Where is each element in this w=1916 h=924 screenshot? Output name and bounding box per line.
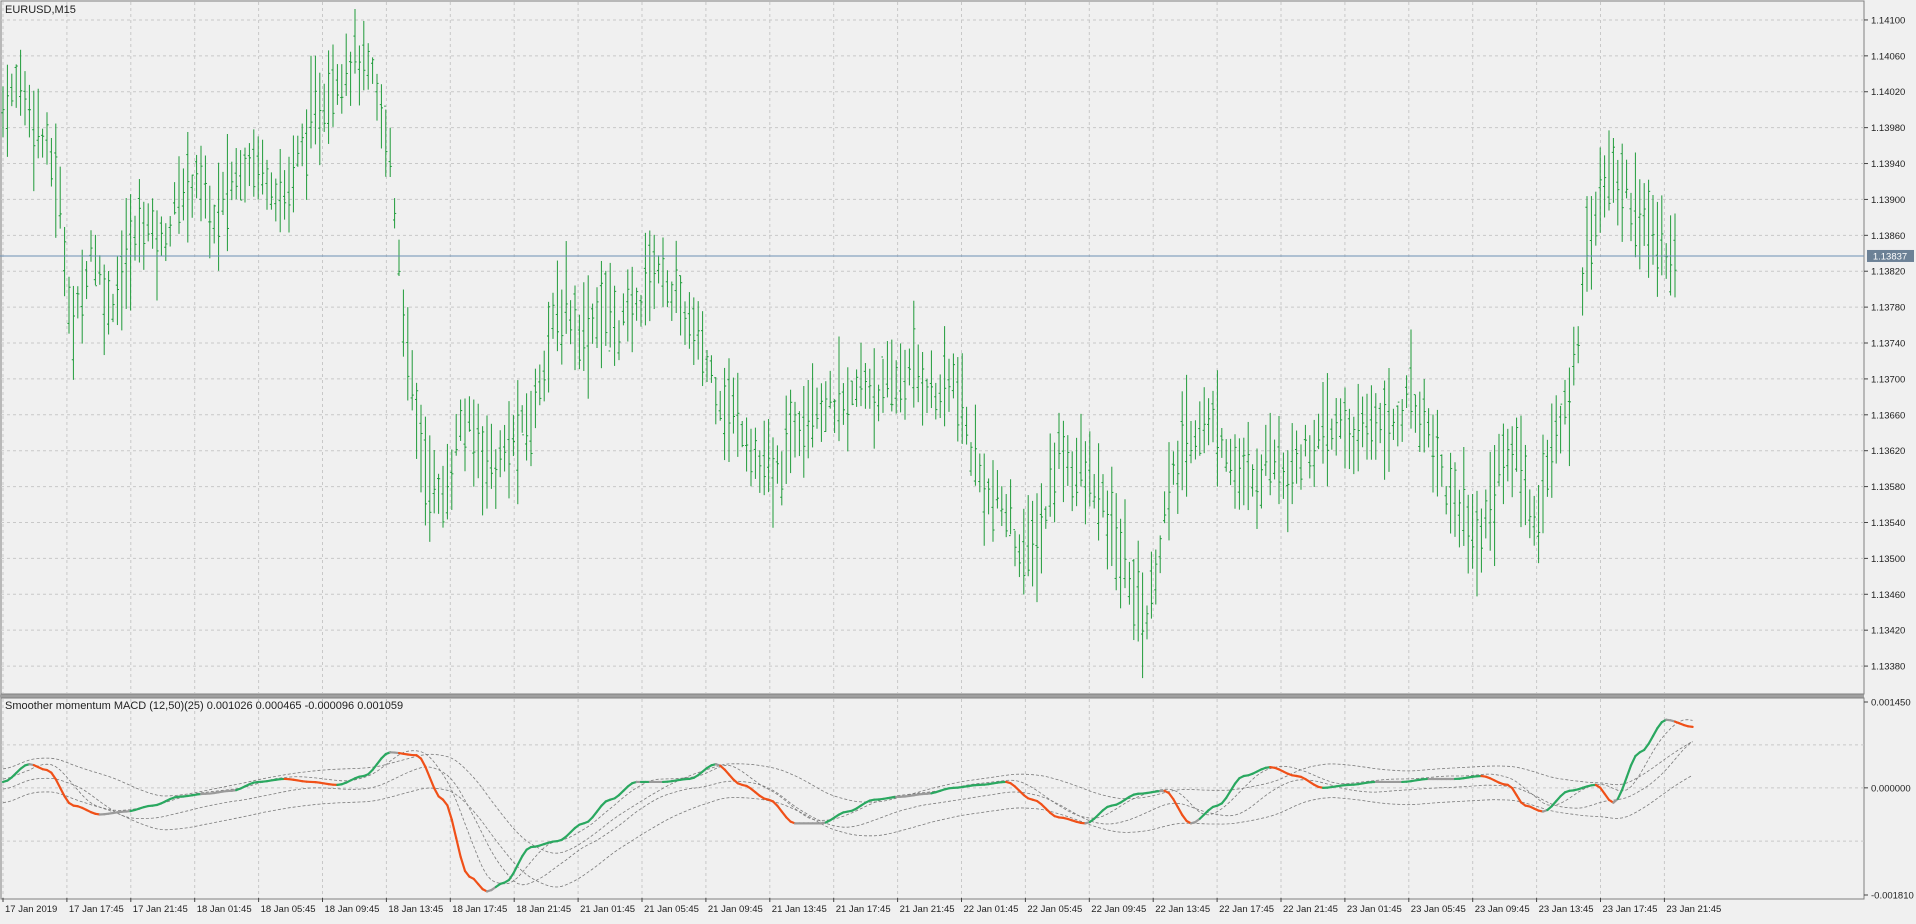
current-price-label: 1.13837 — [1873, 251, 1907, 262]
price-tick-label: 1.13820 — [1871, 267, 1905, 278]
time-tick-label: 21 Jan 13:45 — [772, 904, 827, 915]
price-tick-label: 1.14020 — [1871, 87, 1905, 98]
price-tick-label: 1.13660 — [1871, 410, 1905, 421]
time-tick-label: 18 Jan 21:45 — [516, 904, 571, 915]
time-axis[interactable]: 17 Jan 2019 17 Jan 17:45 17 Jan 21:45 18 Ja… — [3, 898, 1721, 915]
time-tick-label: 22 Jan 13:45 — [1155, 904, 1210, 915]
time-tick-label: 21 Jan 21:45 — [900, 904, 955, 915]
price-tick-label: 1.13540 — [1871, 518, 1905, 529]
time-tick-label: 22 Jan 21:45 — [1283, 904, 1338, 915]
indicator-label: Smoother momentum MACD (12,50)(25) 0.001… — [5, 700, 403, 712]
time-tick-label: 17 Jan 21:45 — [133, 904, 188, 915]
price-tick-label: 1.13420 — [1871, 626, 1905, 637]
time-tick-label: 18 Jan 05:45 — [261, 904, 316, 915]
indicator-axis[interactable]: 0.001450 0.000000 -0.001810 — [1864, 698, 1914, 902]
price-tick-label: 1.14100 — [1871, 15, 1905, 26]
time-tick-label: 21 Jan 09:45 — [708, 904, 763, 915]
time-tick-label: 23 Jan 17:45 — [1603, 904, 1658, 915]
macd-line-segment — [1688, 726, 1692, 727]
time-tick-label: 23 Jan 13:45 — [1539, 904, 1594, 915]
time-tick-label: 18 Jan 01:45 — [197, 904, 252, 915]
price-tick-label: 1.13460 — [1871, 590, 1905, 601]
time-tick-label: 21 Jan 05:45 — [644, 904, 699, 915]
time-tick-label: 17 Jan 2019 — [5, 904, 57, 915]
price-tick-label: 1.13380 — [1871, 662, 1905, 673]
time-tick-label: 21 Jan 17:45 — [836, 904, 891, 915]
indicator-pane-frame — [1, 698, 1864, 899]
price-tick-label: 1.13620 — [1871, 446, 1905, 457]
price-tick-label: 1.13740 — [1871, 339, 1905, 350]
price-tick-label: 1.13580 — [1871, 482, 1905, 493]
time-tick-label: 22 Jan 09:45 — [1091, 904, 1146, 915]
indicator-tick-label: 0.000000 — [1871, 783, 1911, 794]
time-tick-label: 23 Jan 05:45 — [1411, 904, 1466, 915]
price-axis[interactable]: 1.14100 1.14060 1.14020 1.13980 1.13940 1.139… — [1864, 15, 1905, 672]
time-tick-label: 21 Jan 01:45 — [580, 904, 635, 915]
price-tick-label: 1.13500 — [1871, 554, 1905, 565]
time-tick-label: 18 Jan 17:45 — [452, 904, 507, 915]
price-tick-label: 1.13900 — [1871, 195, 1905, 206]
time-tick-label: 18 Jan 13:45 — [388, 904, 443, 915]
indicator-tick-label: 0.001450 — [1871, 698, 1911, 709]
time-tick-label: 23 Jan 09:45 — [1475, 904, 1530, 915]
time-tick-label: 18 Jan 09:45 — [325, 904, 380, 915]
price-tick-label: 1.13780 — [1871, 303, 1905, 314]
time-tick-label: 22 Jan 01:45 — [964, 904, 1019, 915]
price-tick-label: 1.13980 — [1871, 123, 1905, 134]
time-tick-label: 22 Jan 17:45 — [1219, 904, 1274, 915]
main-pane-frame — [1, 1, 1864, 694]
time-tick-label: 22 Jan 05:45 — [1027, 904, 1082, 915]
price-tick-label: 1.13860 — [1871, 231, 1905, 242]
time-tick-label: 23 Jan 01:45 — [1347, 904, 1402, 915]
price-tick-label: 1.13940 — [1871, 159, 1905, 170]
time-tick-label: 23 Jan 21:45 — [1666, 904, 1721, 915]
indicator-tick-label: -0.001810 — [1871, 891, 1914, 902]
time-tick-label: 17 Jan 17:45 — [69, 904, 124, 915]
price-tick-label: 1.14060 — [1871, 51, 1905, 62]
price-tick-label: 1.13700 — [1871, 374, 1905, 385]
symbol-label: EURUSD,M15 — [5, 4, 76, 16]
